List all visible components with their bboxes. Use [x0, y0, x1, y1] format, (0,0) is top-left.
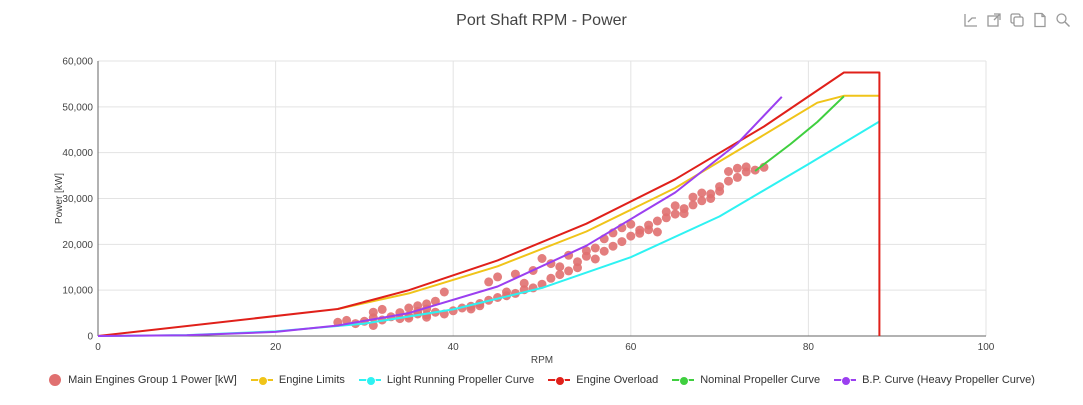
legend-symbol: [358, 374, 381, 386]
legend-symbol: [48, 374, 62, 386]
data-point: [626, 219, 636, 229]
search-icon[interactable]: [1055, 12, 1071, 28]
x-tick-label: 20: [270, 342, 282, 353]
data-point: [715, 186, 725, 196]
data-point: [555, 262, 565, 272]
data-point: [590, 254, 600, 264]
data-point: [670, 201, 680, 211]
series-line: [337, 94, 880, 310]
series-line: [754, 95, 845, 172]
x-tick-label: 60: [625, 342, 637, 353]
data-point: [404, 303, 414, 313]
data-point: [652, 227, 662, 237]
data-point: [732, 172, 742, 182]
data-point: [608, 241, 618, 251]
x-axis-title: RPM: [531, 355, 553, 366]
line-chart-icon[interactable]: [963, 12, 979, 28]
data-point: [670, 209, 680, 219]
legend-item[interactable]: Light Running Propeller Curve: [358, 374, 535, 386]
x-tick-label: 80: [803, 342, 815, 353]
data-point: [590, 243, 600, 253]
legend-label: Nominal Propeller Curve: [700, 374, 821, 386]
legend-label: B.P. Curve (Heavy Propeller Curve): [862, 374, 1035, 386]
data-point: [679, 209, 689, 219]
legend-label: Main Engines Group 1 Power [kW]: [68, 374, 237, 386]
data-point: [502, 287, 511, 297]
data-point: [706, 194, 716, 203]
legend-label: Engine Overload: [576, 374, 659, 386]
data-point: [519, 278, 529, 288]
legend-item[interactable]: Main Engines Group 1 Power [kW]: [48, 374, 237, 386]
data-point: [404, 313, 414, 323]
legend-label: Engine Limits: [278, 374, 345, 386]
data-point: [688, 192, 698, 202]
legend-item[interactable]: Engine Overload: [548, 374, 658, 386]
legend-item[interactable]: Nominal Propeller Curve: [672, 374, 820, 386]
data-point: [732, 163, 742, 173]
data-point: [581, 246, 591, 256]
chart-plot: 0 10,000 20,000 30,000 40,000 50,000 60,000 0 20…: [54, 57, 995, 367]
data-point: [377, 304, 387, 314]
data-point: [546, 273, 556, 283]
y-tick-label: 0: [87, 332, 93, 343]
data-point: [697, 196, 707, 206]
data-point: [644, 225, 654, 235]
axes: [97, 61, 986, 337]
data-point: [439, 287, 449, 297]
y-tick-label: 40,000: [62, 148, 93, 159]
data-point: [573, 263, 582, 273]
y-tick-label: 30,000: [62, 194, 93, 205]
data-point: [555, 270, 565, 280]
data-point: [484, 277, 494, 287]
chart-legend: Main Engines Group 1 Power [kW] Engine Li…: [0, 374, 1083, 386]
series-line: [97, 71, 881, 337]
series-layer: [97, 71, 881, 337]
data-point: [564, 266, 574, 276]
y-tick-label: 50,000: [62, 102, 93, 113]
data-point: [724, 167, 733, 176]
tick-labels: 0 10,000 20,000 30,000 40,000 50,000 60,000 0 20…: [62, 57, 994, 354]
data-point: [493, 272, 503, 282]
x-tick-label: 0: [95, 342, 101, 353]
data-point: [741, 162, 751, 172]
legend-symbol: [672, 374, 695, 386]
data-point: [697, 188, 707, 198]
copy-icon[interactable]: [1009, 12, 1025, 28]
data-point: [368, 307, 378, 317]
chart-toolbar: [963, 12, 1071, 28]
grid-lines: [98, 60, 987, 336]
data-point: [724, 176, 733, 186]
data-point: [652, 216, 662, 226]
y-tick-label: 60,000: [62, 57, 93, 68]
open-external-icon[interactable]: [986, 12, 1002, 28]
data-point: [661, 207, 671, 217]
data-point: [537, 254, 547, 263]
y-tick-label: 20,000: [62, 240, 93, 251]
legend-item[interactable]: Engine Limits: [250, 374, 345, 386]
y-tick-label: 10,000: [62, 286, 93, 297]
data-point: [466, 304, 476, 314]
data-point: [626, 231, 636, 241]
data-point: [688, 200, 698, 210]
x-tick-label: 100: [978, 342, 995, 353]
data-point: [617, 237, 627, 247]
data-point: [599, 246, 609, 256]
data-point: [635, 228, 645, 238]
document-icon[interactable]: [1032, 12, 1048, 28]
legend-symbol: [834, 374, 857, 386]
legend-symbol: [250, 374, 273, 386]
legend-item[interactable]: B.P. Curve (Heavy Propeller Curve): [834, 374, 1035, 386]
chart-title: Port Shaft RPM - Power: [456, 12, 627, 29]
legend-symbol: [548, 374, 571, 386]
x-tick-label: 40: [448, 342, 460, 353]
y-axis-title: Power [kW]: [54, 173, 65, 224]
legend-label: Light Running Propeller Curve: [386, 374, 535, 386]
series-line: [97, 96, 783, 337]
